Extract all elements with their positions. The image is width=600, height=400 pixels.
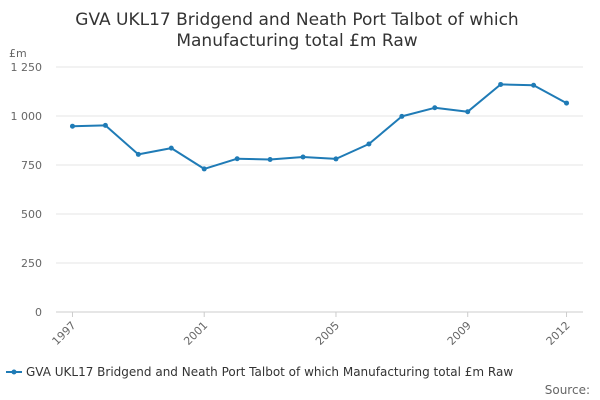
- data-point-2009[interactable]: [465, 109, 471, 115]
- legend-point-marker: [11, 369, 17, 375]
- data-point-1999[interactable]: [135, 151, 141, 157]
- series-line: [72, 83, 567, 170]
- legend-label: GVA UKL17 Bridgend and Neath Port Talbot…: [26, 365, 513, 379]
- x-tick-label: 1997: [50, 319, 79, 348]
- x-tick-label: 2001: [181, 319, 210, 348]
- data-point-2000[interactable]: [168, 145, 174, 151]
- data-point-2003[interactable]: [267, 157, 273, 163]
- data-point-2005[interactable]: [333, 156, 339, 162]
- data-point-2004[interactable]: [300, 154, 306, 160]
- data-point-2006[interactable]: [366, 141, 372, 147]
- y-gridlines: [56, 66, 583, 264]
- legend[interactable]: GVA UKL17 Bridgend and Neath Port Talbot…: [6, 365, 513, 379]
- y-tick-label: 500: [21, 208, 42, 221]
- data-point-2001[interactable]: [201, 166, 207, 172]
- data-point-2011[interactable]: [531, 82, 537, 88]
- data-point-2012[interactable]: [564, 100, 570, 106]
- data-point-2007[interactable]: [399, 113, 405, 119]
- x-tick-label: 2005: [313, 319, 342, 348]
- data-point-2002[interactable]: [234, 156, 240, 162]
- chart-title-line-2: Manufacturing total £m Raw: [176, 31, 417, 51]
- y-axis-unit-label: £m: [9, 47, 27, 60]
- data-series: [69, 81, 570, 172]
- data-point-2010[interactable]: [498, 81, 504, 87]
- y-tick-label: 1 250: [11, 61, 43, 74]
- y-tick-label: 0: [35, 306, 42, 319]
- source-label: Source:: [545, 383, 590, 397]
- x-tick-label: 2009: [445, 319, 474, 348]
- data-point-1998[interactable]: [102, 122, 108, 128]
- chart-title-line-1: GVA UKL17 Bridgend and Neath Port Talbot…: [75, 10, 518, 30]
- y-tick-label: 1 000: [11, 110, 43, 123]
- y-tick-label: 750: [21, 159, 42, 172]
- y-axis-tick-labels: 0 250 500 750 1 000 1 250: [11, 61, 43, 319]
- x-tick-label: 2012: [544, 319, 573, 348]
- data-point-2008[interactable]: [432, 105, 438, 111]
- chart-title: GVA UKL17 Bridgend and Neath Port Talbot…: [75, 10, 518, 51]
- x-axis-ticks: 1997 2001 2005 2009 2012: [50, 312, 573, 348]
- data-point-1997[interactable]: [69, 123, 75, 129]
- y-tick-label: 250: [21, 257, 42, 270]
